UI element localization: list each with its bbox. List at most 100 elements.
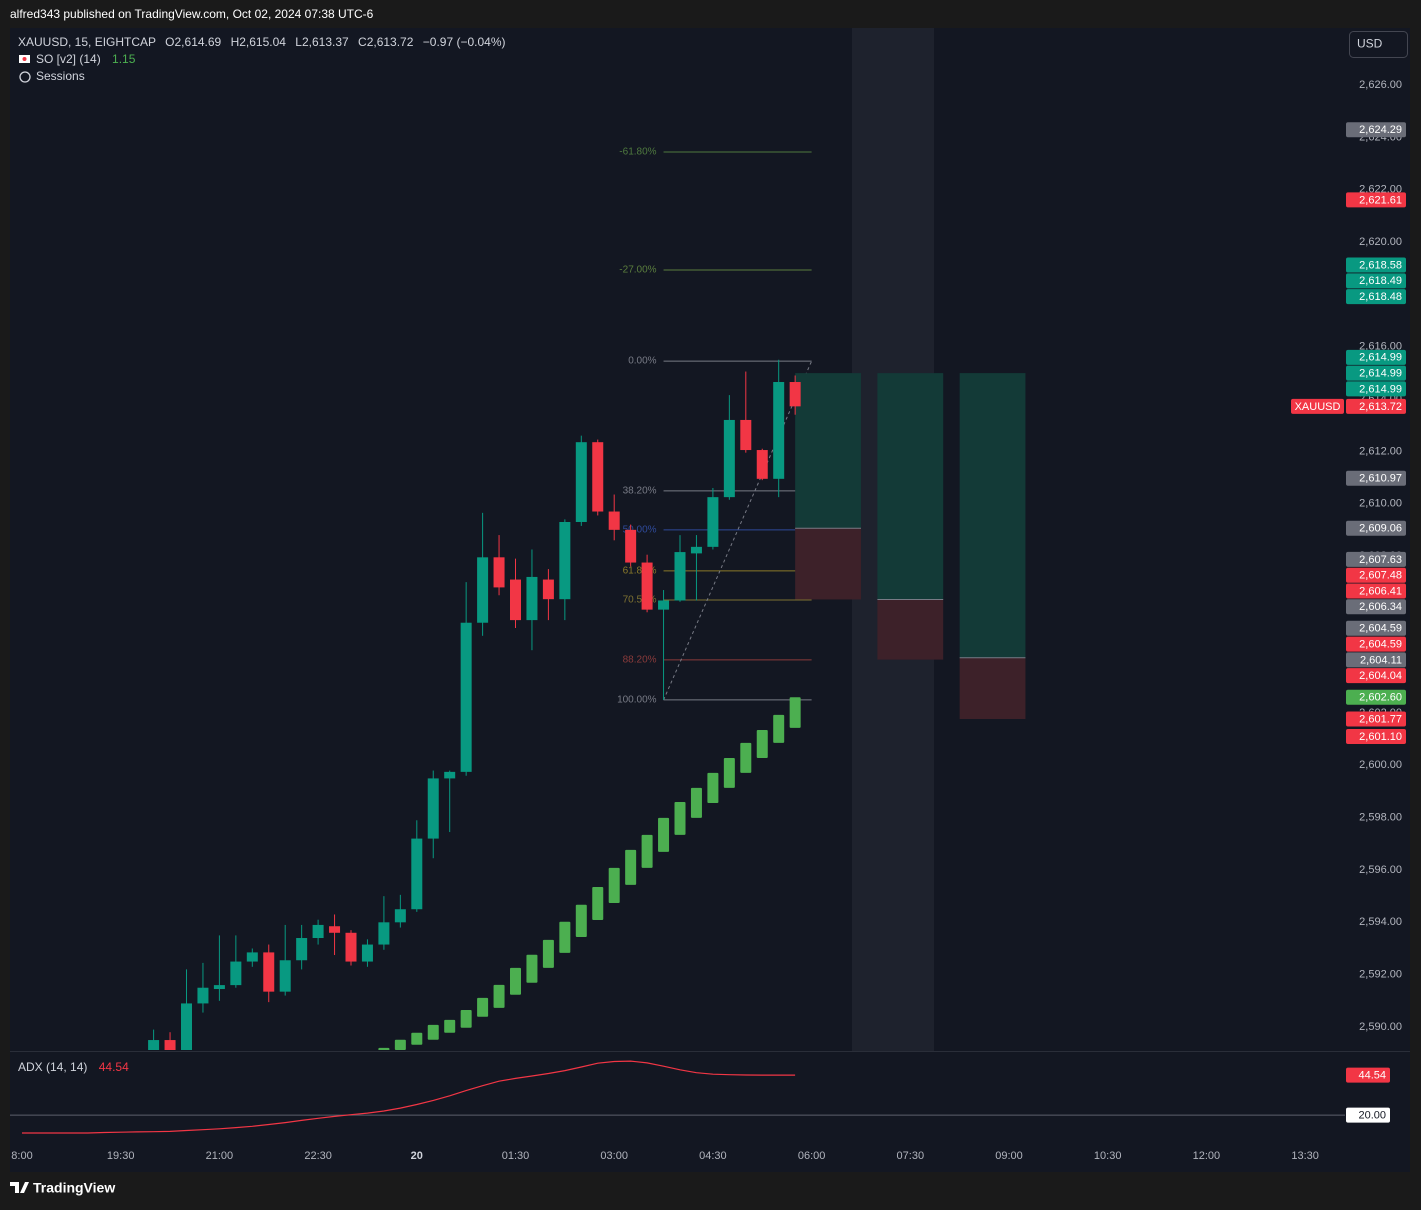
price-tag xyxy=(1346,583,1406,599)
candle-body xyxy=(230,961,242,986)
fib-trend xyxy=(663,360,813,701)
price-tag-label: 2,602.60 xyxy=(1359,692,1402,704)
candle-body xyxy=(789,382,801,407)
ohlc-open: O2,614.69 xyxy=(165,35,221,49)
flag-dot xyxy=(22,57,27,61)
fib-label: 61.80% xyxy=(623,566,657,577)
fib-label: 50.00% xyxy=(623,524,657,535)
symbol-tag xyxy=(1291,398,1344,414)
x-tick-label: 8:00 xyxy=(11,1150,32,1162)
overlay-box xyxy=(592,886,604,920)
overlay-box xyxy=(411,1032,423,1045)
symbol-tag-label: XAUUSD xyxy=(1295,401,1341,413)
candle-body xyxy=(674,552,686,601)
y-tick-label: 2,598.00 xyxy=(1359,812,1402,824)
legend-symbol-line: XAUUSD, 15, EIGHTCAP O2,614.69 H2,615.04… xyxy=(18,35,506,49)
candle-body xyxy=(493,557,505,588)
candle-body xyxy=(444,771,456,779)
main-plot: -61.80% -27.00% 0.00% 38.20% 50.00% 61.80% 70.… xyxy=(148,147,1026,1050)
candle-body xyxy=(510,579,521,621)
overlay-box xyxy=(460,1009,472,1028)
overlay-box xyxy=(723,758,735,788)
ohlc-low: L2,613.37 xyxy=(295,35,349,49)
y-tick-label: 2,592.00 xyxy=(1359,969,1402,981)
candle-body xyxy=(427,778,439,839)
candle-body xyxy=(148,1040,160,1050)
indicator-value: 1.15 xyxy=(112,52,136,66)
y-tick-label: 2,612.00 xyxy=(1359,445,1402,457)
price-tag-label: 2,604.59 xyxy=(1359,638,1402,650)
overlay-box xyxy=(740,742,752,773)
overlay-box xyxy=(773,714,785,743)
price-tag-label: 2,614.99 xyxy=(1359,383,1402,395)
x-tick-label: 10:30 xyxy=(1094,1150,1122,1162)
x-tick-label: 21:00 xyxy=(206,1150,234,1162)
candle-body xyxy=(592,442,604,512)
position-profit xyxy=(877,373,944,600)
x-tick-label: 04:30 xyxy=(699,1150,727,1162)
adx-title: ADX (14, 14) xyxy=(18,1060,87,1074)
candle-body xyxy=(312,924,324,939)
x-tick-label: 09:00 xyxy=(995,1150,1023,1162)
candle-body xyxy=(707,497,719,547)
adx-line xyxy=(22,1060,796,1134)
overlay-box xyxy=(444,1019,456,1033)
overlay-box xyxy=(789,697,801,728)
fib-label: -27.00% xyxy=(619,265,656,276)
price-tag xyxy=(1346,551,1406,567)
overlay-box xyxy=(542,939,554,968)
candle-body xyxy=(658,600,670,610)
overlay-box xyxy=(378,1047,390,1050)
overlay-box xyxy=(427,1024,439,1040)
price-tag-label: 2,610.97 xyxy=(1359,473,1402,485)
price-tag-label: 2,618.58 xyxy=(1359,259,1402,271)
price-tag-label: 2,614.99 xyxy=(1359,368,1402,380)
price-tag-label: 2,606.34 xyxy=(1359,601,1402,613)
x-tick-label: 06:00 xyxy=(798,1150,826,1162)
candle-body xyxy=(641,562,653,610)
overlay-box xyxy=(641,834,653,868)
overlay-box xyxy=(526,954,538,983)
price-tag xyxy=(1346,689,1406,705)
overlay-box xyxy=(674,801,686,835)
adx-legend: ADX (14, 14) 44.54 xyxy=(18,1060,129,1074)
x-tick-label: 22:30 xyxy=(304,1150,332,1162)
price-tag xyxy=(1346,599,1406,615)
candle-body xyxy=(740,419,752,451)
price-tag xyxy=(1346,122,1406,138)
overlay-box xyxy=(493,984,505,1008)
position-loss xyxy=(795,528,861,600)
y-tick-label: 2,596.00 xyxy=(1359,864,1402,876)
price-tag xyxy=(1346,520,1406,536)
price-tag-label: 2,618.49 xyxy=(1359,275,1402,287)
y-tick-label: 2,610.00 xyxy=(1359,498,1402,510)
overlay-box xyxy=(477,997,489,1017)
candle-body xyxy=(460,622,472,772)
currency-button[interactable] xyxy=(1349,31,1408,58)
currency-label[interactable]: USD xyxy=(1357,37,1383,51)
price-tag xyxy=(1346,349,1406,365)
price-tag xyxy=(1346,620,1406,636)
overlay-box xyxy=(575,904,587,937)
overlay-box xyxy=(707,772,719,804)
candle-body xyxy=(263,952,275,992)
candle-body xyxy=(773,382,785,479)
position-loss xyxy=(959,657,1026,720)
overlay-box xyxy=(394,1039,406,1050)
price-tag xyxy=(1346,289,1406,305)
clock-icon xyxy=(19,71,31,83)
price-tag xyxy=(1346,567,1406,583)
overlay-box xyxy=(658,817,670,852)
ohlc-close: C2,613.72 xyxy=(358,35,414,49)
x-tick-label: 12:00 xyxy=(1193,1150,1221,1162)
candle-body xyxy=(213,985,225,990)
fib-label: 0.00% xyxy=(628,356,656,367)
y-tick-label: 2,594.00 xyxy=(1359,916,1402,928)
candle-body xyxy=(542,579,554,600)
fib-label: 70.50% xyxy=(623,595,657,606)
adx-value: 44.54 xyxy=(99,1060,129,1074)
candle-body xyxy=(345,932,357,962)
price-tag-label: 2,614.99 xyxy=(1359,352,1402,364)
